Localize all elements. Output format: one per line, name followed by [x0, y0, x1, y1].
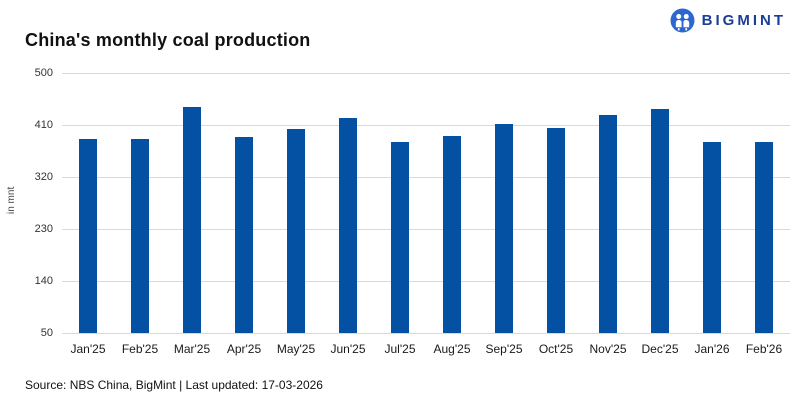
bar-chart-plot-area: 500 410 320 230 140 50 Jan'25 Feb'25 Mar'25 Apr'… — [35, 67, 790, 356]
bigmint-people-icon — [670, 8, 695, 33]
gridline — [62, 333, 790, 334]
x-tick-label: Nov'25 — [589, 342, 627, 356]
gridline — [62, 177, 790, 178]
bar-Jun'25 — [339, 118, 357, 333]
gridline — [62, 73, 790, 74]
x-tick-label: Jul'25 — [384, 342, 416, 356]
bar-Nov'25 — [599, 115, 617, 333]
bar-Dec'25 — [651, 108, 669, 333]
x-tick-label: Jan'25 — [70, 342, 106, 356]
gridline — [62, 125, 790, 126]
bar-slot: Jan'26 — [686, 73, 738, 356]
x-tick-label: Sep'25 — [485, 342, 523, 356]
x-tick-label: May'25 — [276, 342, 316, 356]
bar-slot: Mar'25 — [166, 73, 218, 356]
bar-slot: Oct'25 — [530, 73, 582, 356]
bar-Oct'25 — [547, 127, 565, 333]
bar-slot: Feb'25 — [114, 73, 166, 356]
brand-name: BIGMINT — [701, 12, 786, 29]
bar-May'25 — [287, 129, 305, 333]
gridline — [62, 229, 790, 230]
bar-Feb'25 — [131, 139, 149, 333]
bar-slot: Aug'25 — [426, 73, 478, 356]
bar-Mar'25 — [183, 107, 201, 333]
x-tick-label: Mar'25 — [173, 342, 211, 356]
bar-slot: Jul'25 — [374, 73, 426, 356]
bar-slot: Sep'25 — [478, 73, 530, 356]
bar-Jul'25 — [391, 142, 409, 333]
x-tick-label: Aug'25 — [433, 342, 471, 356]
bar-slot: Apr'25 — [218, 73, 270, 356]
y-tick-label: 230 — [34, 223, 53, 235]
x-tick-label: Feb'25 — [121, 342, 159, 356]
y-tick-label: 140 — [34, 275, 53, 287]
gridline — [62, 281, 790, 282]
x-tick-label: Feb'26 — [745, 342, 783, 356]
source-note: Source: NBS China, BigMint | Last update… — [25, 378, 323, 392]
bar-slot: Feb'26 — [738, 73, 790, 356]
y-tick-label: 500 — [34, 67, 53, 79]
bar-Jan'26 — [703, 142, 721, 333]
y-tick-label: 50 — [40, 327, 53, 339]
y-tick-label: 410 — [34, 119, 53, 131]
x-tick-label: Oct'25 — [538, 342, 574, 356]
bar-slot: Jun'25 — [322, 73, 374, 356]
bar-Sep'25 — [495, 124, 513, 333]
bar-slot: Nov'25 — [582, 73, 634, 356]
bar-slot: Dec'25 — [634, 73, 686, 356]
bar-Aug'25 — [443, 135, 461, 333]
bar-slot: Jan'25 — [62, 73, 114, 356]
bar-Feb'26 — [755, 142, 773, 333]
x-tick-label: Apr'25 — [226, 342, 262, 356]
bar-Jan'25 — [79, 139, 97, 333]
page-title: China's monthly coal production — [25, 30, 311, 50]
bar-Apr'25 — [235, 136, 253, 333]
brand-logo: BIGMINT — [670, 8, 786, 33]
bar-slot: May'25 — [270, 73, 322, 356]
x-tick-label: Dec'25 — [641, 342, 679, 356]
bar-layer: Jan'25 Feb'25 Mar'25 Apr'25 May'25 Jun'25 Jul'… — [62, 73, 790, 356]
x-tick-label: Jan'26 — [694, 342, 730, 356]
y-tick-label: 320 — [34, 171, 53, 183]
x-tick-label: Jun'25 — [330, 342, 366, 356]
